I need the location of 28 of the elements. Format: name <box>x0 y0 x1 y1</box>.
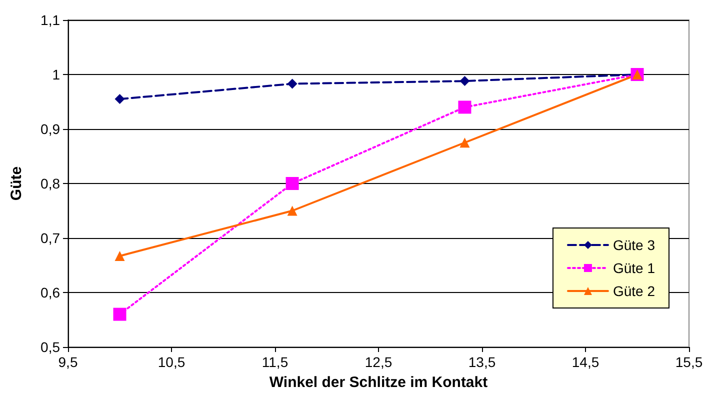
legend-label: Güte 1 <box>612 260 656 276</box>
y-tick-label: 0,6 <box>40 284 60 300</box>
y-tick-label: 0,7 <box>40 230 60 246</box>
point <box>458 100 472 114</box>
point <box>460 76 470 86</box>
legend-label: Güte 3 <box>612 237 656 253</box>
x-tick-label: 11,5 <box>262 354 288 370</box>
point <box>460 138 470 148</box>
legend-label: Güte 2 <box>612 283 656 299</box>
y-axis-title: Güte <box>8 166 25 201</box>
y-tick-label: 1 <box>52 66 60 82</box>
point <box>287 206 298 216</box>
x-tick-label: 14,5 <box>572 354 600 370</box>
x-tick-label: 10,5 <box>158 354 186 370</box>
x-tick-label: 15,5 <box>675 354 703 370</box>
y-tick-label: 0,8 <box>40 176 60 192</box>
point <box>113 308 126 321</box>
x-tick-label: 13,5 <box>468 354 496 370</box>
y-tick-label: 1,1 <box>40 12 60 28</box>
x-axis-title: Winkel der Schlitze im Kontakt <box>269 374 488 391</box>
point <box>114 94 125 104</box>
x-tick-label: 9,5 <box>58 354 78 370</box>
point <box>287 78 298 89</box>
y-tick-label: 0,5 <box>40 339 60 355</box>
point <box>114 250 125 261</box>
y-tick-label: 0,9 <box>40 121 60 137</box>
x-tick-label: 12,5 <box>364 354 392 370</box>
point <box>286 177 299 190</box>
